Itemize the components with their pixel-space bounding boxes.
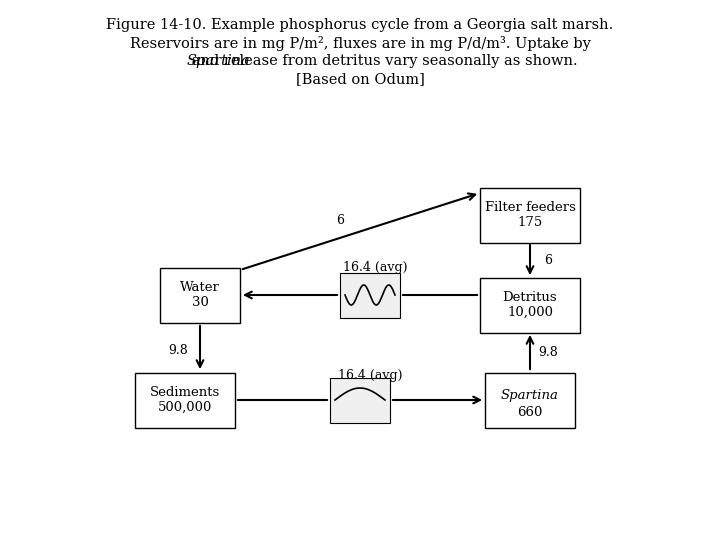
Text: 9.8: 9.8 xyxy=(538,347,558,360)
Text: Spartina: Spartina xyxy=(186,54,250,68)
Text: Reservoirs are in mg P/m², fluxes are in mg P/d/m³. Uptake by: Reservoirs are in mg P/m², fluxes are in… xyxy=(130,36,590,51)
Text: 16.4 (avg): 16.4 (avg) xyxy=(343,261,408,274)
Text: 6: 6 xyxy=(544,254,552,267)
Bar xyxy=(330,377,390,422)
Text: Spartina: Spartina xyxy=(501,389,559,402)
Text: Figure 14-10. Example phosphorus cycle from a Georgia salt marsh.: Figure 14-10. Example phosphorus cycle f… xyxy=(107,18,613,32)
Text: 6: 6 xyxy=(336,213,344,226)
Bar xyxy=(135,373,235,428)
Text: 9.8: 9.8 xyxy=(168,343,188,356)
Bar xyxy=(480,278,580,333)
Text: Sediments
500,000: Sediments 500,000 xyxy=(150,386,220,414)
Text: Filter feeders
175: Filter feeders 175 xyxy=(485,201,575,229)
Bar xyxy=(340,273,400,318)
Text: [Based on Odum]: [Based on Odum] xyxy=(296,72,424,86)
Text: Water
30: Water 30 xyxy=(180,281,220,309)
Text: Detritus
10,000: Detritus 10,000 xyxy=(503,291,557,319)
Text: and release from detritus vary seasonally as shown.: and release from detritus vary seasonall… xyxy=(186,54,577,68)
Bar xyxy=(160,267,240,322)
Bar xyxy=(485,373,575,428)
Text: 16.4 (avg): 16.4 (avg) xyxy=(338,368,402,381)
Bar xyxy=(480,187,580,242)
Text: 660: 660 xyxy=(517,406,543,419)
